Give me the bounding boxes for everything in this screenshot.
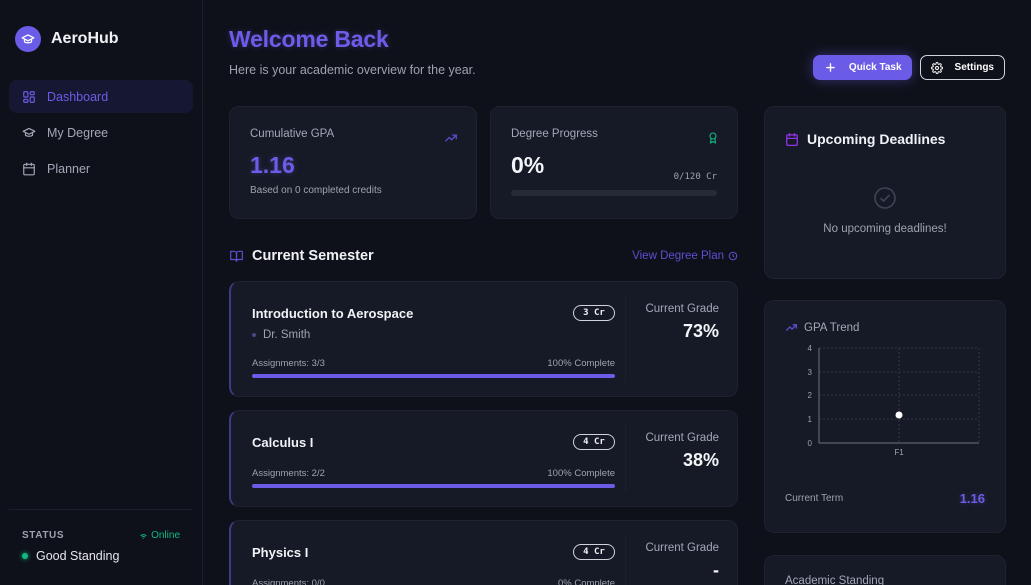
gpa-value: 1.16 xyxy=(250,152,295,178)
award-icon xyxy=(707,131,719,150)
progress-value: 0% xyxy=(511,152,545,178)
sidebar-item-dashboard[interactable]: Dashboard xyxy=(9,80,193,113)
deadlines-title: Upcoming Deadlines xyxy=(807,131,946,147)
course-name: Introduction to Aerospace xyxy=(252,306,414,321)
divider xyxy=(625,296,626,382)
current-term-row: Current Term 1.16 xyxy=(785,491,985,506)
sidebar-item-my-degree[interactable]: My Degree xyxy=(9,116,193,149)
divider xyxy=(625,425,626,492)
plus-icon xyxy=(826,63,835,72)
sidebar-item-label: My Degree xyxy=(47,125,109,140)
standing-title: Academic Standing xyxy=(785,575,885,585)
current-semester-header: Current Semester View Degree Plan xyxy=(229,248,738,264)
course-card[interactable]: Introduction to Aerospace Dr. Smith 3 Cr… xyxy=(229,281,738,397)
page-title: Welcome Back xyxy=(229,26,389,52)
empty-state: No upcoming deadlines! xyxy=(765,186,1005,235)
main-content: Welcome Back Here is your academic overv… xyxy=(203,0,1031,585)
assignment-progress: Assignments: 3/3 100% Complete xyxy=(252,358,615,369)
empty-text: No upcoming deadlines! xyxy=(823,223,947,235)
grid-icon xyxy=(22,90,36,104)
gpa-trend-chart: 4 3 2 1 0 F1 xyxy=(808,344,980,457)
brand[interactable]: AeroHub xyxy=(0,0,202,52)
credits-badge: 4 Cr xyxy=(573,434,615,450)
credits-count: 0/120 Cr xyxy=(673,172,717,182)
header-actions: Quick Task Settings xyxy=(812,55,1005,80)
sidebar-item-planner[interactable]: Planner xyxy=(9,152,193,185)
svg-text:0: 0 xyxy=(808,439,813,448)
status-dot xyxy=(22,553,28,559)
sidebar-nav: Dashboard My Degree Planner xyxy=(0,80,202,185)
quick-task-button[interactable]: Quick Task xyxy=(812,55,912,80)
check-circle-icon xyxy=(874,187,896,209)
brand-name: AeroHub xyxy=(51,30,119,47)
divider xyxy=(625,535,626,585)
book-open-icon xyxy=(230,250,243,262)
grade-column: Current Grade 38% xyxy=(619,432,719,471)
sidebar: AeroHub Dashboard My Degree Planner xyxy=(0,0,203,585)
graduation-cap-logo-icon xyxy=(15,26,41,52)
assignment-progress: Assignments: 0/0 0% Complete xyxy=(252,578,615,585)
gpa-data-point[interactable] xyxy=(895,411,903,419)
progress-label: Degree Progress xyxy=(511,128,598,140)
svg-text:4: 4 xyxy=(808,344,813,353)
credits-badge: 3 Cr xyxy=(573,305,615,321)
current-term-label: Current Term xyxy=(785,493,844,504)
graduation-cap-icon xyxy=(22,126,36,140)
degree-progress-card: Degree Progress 0% 0/120 Cr xyxy=(490,106,738,219)
gpa-subtext: Based on 0 completed credits xyxy=(250,185,382,196)
calendar-icon xyxy=(786,132,798,146)
course-name: Calculus I xyxy=(252,435,314,450)
svg-text:1: 1 xyxy=(808,415,813,424)
gpa-label: Cumulative GPA xyxy=(250,128,335,140)
clock-icon xyxy=(728,251,738,261)
view-degree-plan-link[interactable]: View Degree Plan xyxy=(632,250,738,262)
grade-label: Current Grade xyxy=(645,542,719,554)
trending-up-icon xyxy=(444,131,458,150)
course-instructor: Dr. Smith xyxy=(252,329,310,341)
degree-progress-bar xyxy=(511,190,717,196)
grade-value: - xyxy=(713,560,719,580)
svg-text:2: 2 xyxy=(808,391,813,400)
grade-column: Current Grade - xyxy=(619,542,719,581)
sidebar-item-label: Planner xyxy=(47,161,91,176)
sidebar-item-label: Dashboard xyxy=(47,89,109,104)
wifi-icon xyxy=(140,534,147,539)
course-card[interactable]: Physics I 4 Cr Assignments: 0/0 0% Compl… xyxy=(229,520,738,585)
grade-label: Current Grade xyxy=(645,303,719,315)
svg-text:3: 3 xyxy=(808,368,813,377)
svg-text:F1: F1 xyxy=(894,448,904,457)
instructor-dot xyxy=(252,333,256,337)
academic-standing-card: Academic Standing xyxy=(764,555,1006,585)
grade-label: Current Grade xyxy=(645,432,719,444)
grade-value: 73% xyxy=(682,321,719,341)
upcoming-deadlines-card: Upcoming Deadlines No upcoming deadlines… xyxy=(764,106,1006,279)
page-header: Welcome Back Here is your academic overv… xyxy=(229,26,476,77)
gpa-trend-card: GPA Trend 4 3 2 1 0 xyxy=(764,300,1006,533)
standing-status: Good Standing xyxy=(22,549,180,563)
trend-title: GPA Trend xyxy=(804,321,860,334)
current-term-value: 1.16 xyxy=(959,491,985,506)
page-subtitle: Here is your academic overview for the y… xyxy=(229,63,476,77)
course-name: Physics I xyxy=(252,545,309,560)
course-card[interactable]: Calculus I 4 Cr Assignments: 2/2 100% Co… xyxy=(229,410,738,507)
settings-button[interactable]: Settings xyxy=(919,55,1005,80)
credits-badge: 4 Cr xyxy=(573,544,615,560)
status-label: STATUS xyxy=(22,530,65,541)
grade-column: Current Grade 73% xyxy=(619,303,719,342)
trending-up-icon xyxy=(785,324,798,331)
section-title: Current Semester xyxy=(252,248,374,264)
assignment-progress: Assignments: 2/2 100% Complete xyxy=(252,468,615,479)
online-indicator: Online xyxy=(139,530,180,541)
sidebar-status: STATUS Online Good Standing xyxy=(9,509,193,585)
grade-value: 38% xyxy=(682,450,719,470)
gpa-card: Cumulative GPA 1.16 Based on 0 completed… xyxy=(229,106,477,219)
calendar-icon xyxy=(22,162,36,176)
assignment-progress-bar xyxy=(252,484,615,488)
assignment-progress-bar xyxy=(252,374,615,378)
gear-icon xyxy=(930,61,943,74)
